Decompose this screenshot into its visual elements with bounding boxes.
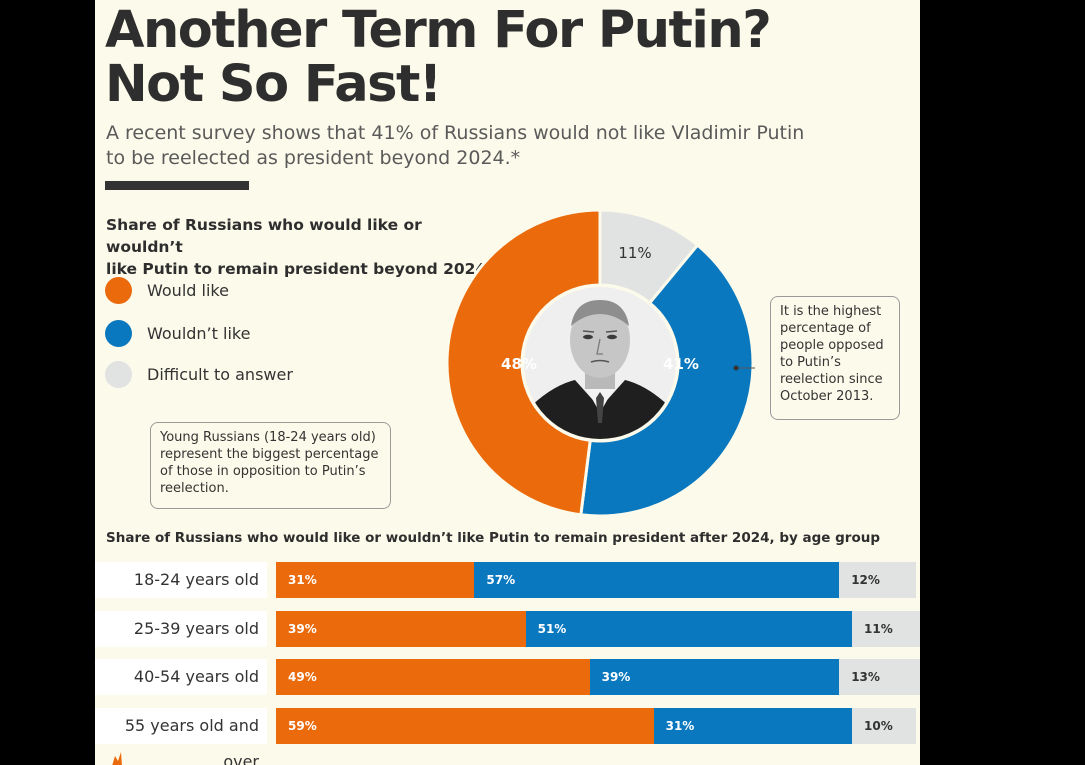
bar-value-label: 39% [288,622,317,636]
bar-value-label: 59% [288,719,317,733]
bar-segment-would-like: 59% [276,708,654,744]
legend-label: Difficult to answer [147,364,293,384]
callout-dot [733,365,739,371]
bar-segment-wouldnt-like: 31% [653,708,852,744]
bar-value-label: 12% [851,573,880,587]
bar-segment-would-like: 31% [276,562,475,598]
bar-value-label: 49% [288,670,317,684]
subtitle-line-1: A recent survey shows that 41% of Russia… [106,122,805,144]
donut-title-line-1: Share of Russians who would like or woul… [106,216,422,256]
subtitle-line-2: to be reelected as president beyond 2024… [106,147,521,169]
bar-value-label: 13% [851,670,880,684]
bar-value-label: 51% [537,622,567,636]
bar-value-label: 31% [288,573,317,587]
bar-segment-would-like: 49% [276,659,590,695]
bar-value-label: 10% [864,719,893,733]
putin-portrait [524,287,676,439]
bar-segment-difficult: 11% [852,611,920,647]
infographic-panel: Another Term For Putin? Not So Fast! A r… [95,0,920,765]
donut-slice-wouldnt-like [579,242,755,518]
brand-logo-icon [112,752,122,765]
bar-segment-wouldnt-like: 39% [589,659,840,695]
legend-item-would-like: Would like [105,276,229,304]
bar-category-label: 25-39 years old [95,611,267,647]
donut-slice-would-like [445,208,602,517]
bar-row: 25-39 years old 39% 51% 11% [95,611,920,647]
bar-row: 40-54 years old 49% 39% 13% [95,659,920,695]
bar-segment-difficult: 12% [839,562,916,598]
legend-swatch-wouldnt-like [105,319,132,347]
donut-slices [445,208,755,518]
bar-segment-difficult: 13% [839,659,920,695]
bar-value-label: 57% [486,573,516,587]
legend-label: Would like [147,280,229,300]
bar-category-label: 40-54 years old [95,659,267,695]
donut-chart-title: Share of Russians who would like or woul… [106,214,496,280]
note-highest-percentage: It is the highest percentage of people o… [770,296,900,420]
legend-label: Wouldn’t like [147,323,251,343]
bar-value-label: 31% [665,719,695,733]
bar-segment-wouldnt-like: 51% [525,611,852,647]
legend-item-wouldnt-like: Wouldn’t like [105,319,250,347]
bar-row: 55 years old and over 59% 31% 10% [95,708,920,765]
legend-item-difficult: Difficult to answer [105,360,293,388]
slice-label-wouldnt-like: 41% [663,355,699,373]
slice-label-would-like: 48% [501,355,537,373]
note-young-russians: Young Russians (18-24 years old) represe… [150,422,391,509]
bar-segment-would-like: 39% [276,611,526,647]
title-line-2: Not So Fast! [105,55,442,114]
bar-category-label: 55 years old and over [95,708,267,765]
bar-segment-wouldnt-like: 57% [474,562,840,598]
legend-swatch-would-like [105,276,132,304]
title-line-1: Another Term For Putin? [105,1,772,60]
donut-title-line-2: like Putin to remain president beyond 20… [106,260,487,278]
bar-value-label: 11% [864,622,893,636]
bar-segment-difficult: 10% [852,708,916,744]
bar-value-label: 39% [601,670,631,684]
bar-chart-title: Share of Russians who would like or woul… [106,530,880,546]
donut-chart: 48% 41% 11% [445,208,755,518]
legend-swatch-difficult [105,360,132,388]
slice-label-difficult: 11% [618,244,651,262]
bar-category-label: 18-24 years old [95,562,267,598]
title-divider [105,181,249,190]
page-title: Another Term For Putin? Not So Fast! [105,1,772,114]
subtitle: A recent survey shows that 41% of Russia… [106,121,826,171]
bar-row: 18-24 years old 31% 57% 12% [95,562,920,598]
